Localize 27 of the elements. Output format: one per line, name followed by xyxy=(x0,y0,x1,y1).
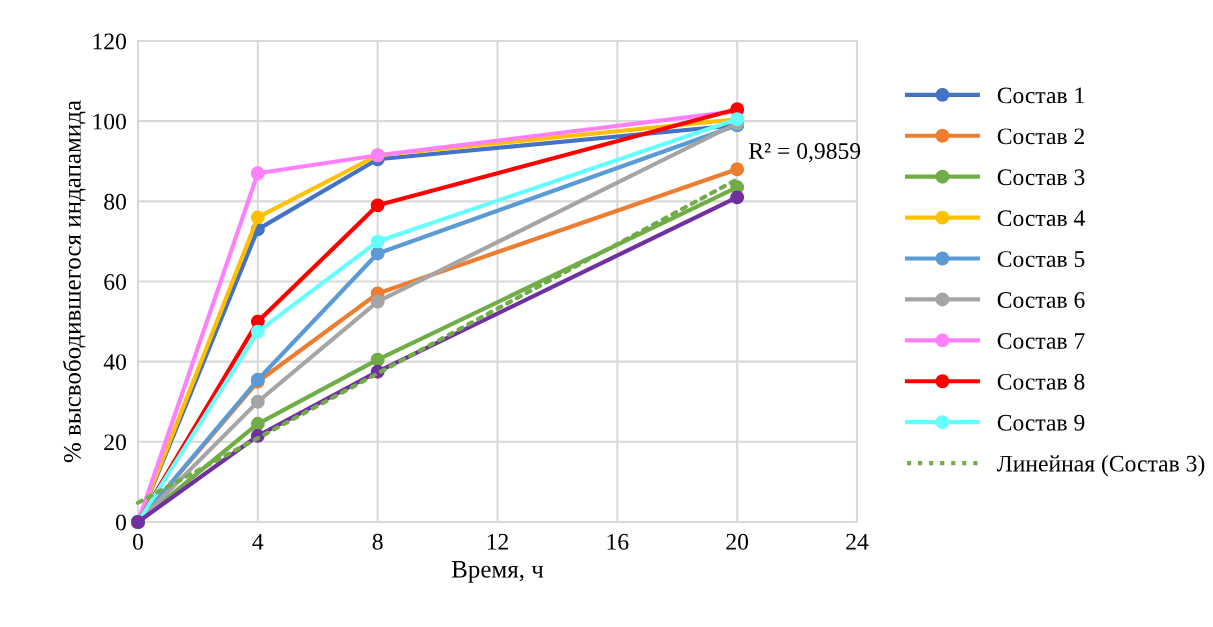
x-tick-label: 20 xyxy=(726,533,749,550)
y-tick-label: 0 xyxy=(115,514,126,531)
y-tick-label: 20 xyxy=(104,434,126,451)
x-tick-label: 12 xyxy=(487,533,508,550)
legend-label: Состав 1 xyxy=(997,87,1084,104)
legend-label: Состав 4 xyxy=(997,210,1085,227)
y-tick-label: 60 xyxy=(104,273,126,290)
x-tick-label: 16 xyxy=(607,533,629,550)
x-tick-label: 4 xyxy=(252,533,264,550)
legend-label: Состав 5 xyxy=(997,251,1085,268)
legend-label: Состав 2 xyxy=(997,128,1084,145)
y-tick-label: 100 xyxy=(93,113,126,130)
x-tick-label: 8 xyxy=(372,533,383,550)
legend-label: Состав 6 xyxy=(997,292,1085,308)
legend-label: Состав 7 xyxy=(997,332,1085,349)
x-tick-label: 24 xyxy=(846,533,869,550)
legend-label: Линейная (Состав 3) xyxy=(996,454,1205,477)
legend-label: Состав 3 xyxy=(997,169,1085,186)
legend-label: Состав 8 xyxy=(997,373,1085,390)
legend-label: Состав 9 xyxy=(997,414,1085,431)
x-tick-label: 0 xyxy=(133,533,143,550)
y-tick-label: 120 xyxy=(93,33,126,50)
y-tick-label: 40 xyxy=(103,354,126,371)
annotation: R² = 0,9859 xyxy=(748,142,861,163)
y-axis-title: % высвободившегося индапамида xyxy=(62,100,86,463)
y-tick-label: 80 xyxy=(104,193,126,210)
x-axis-title: Время, ч xyxy=(451,561,544,583)
